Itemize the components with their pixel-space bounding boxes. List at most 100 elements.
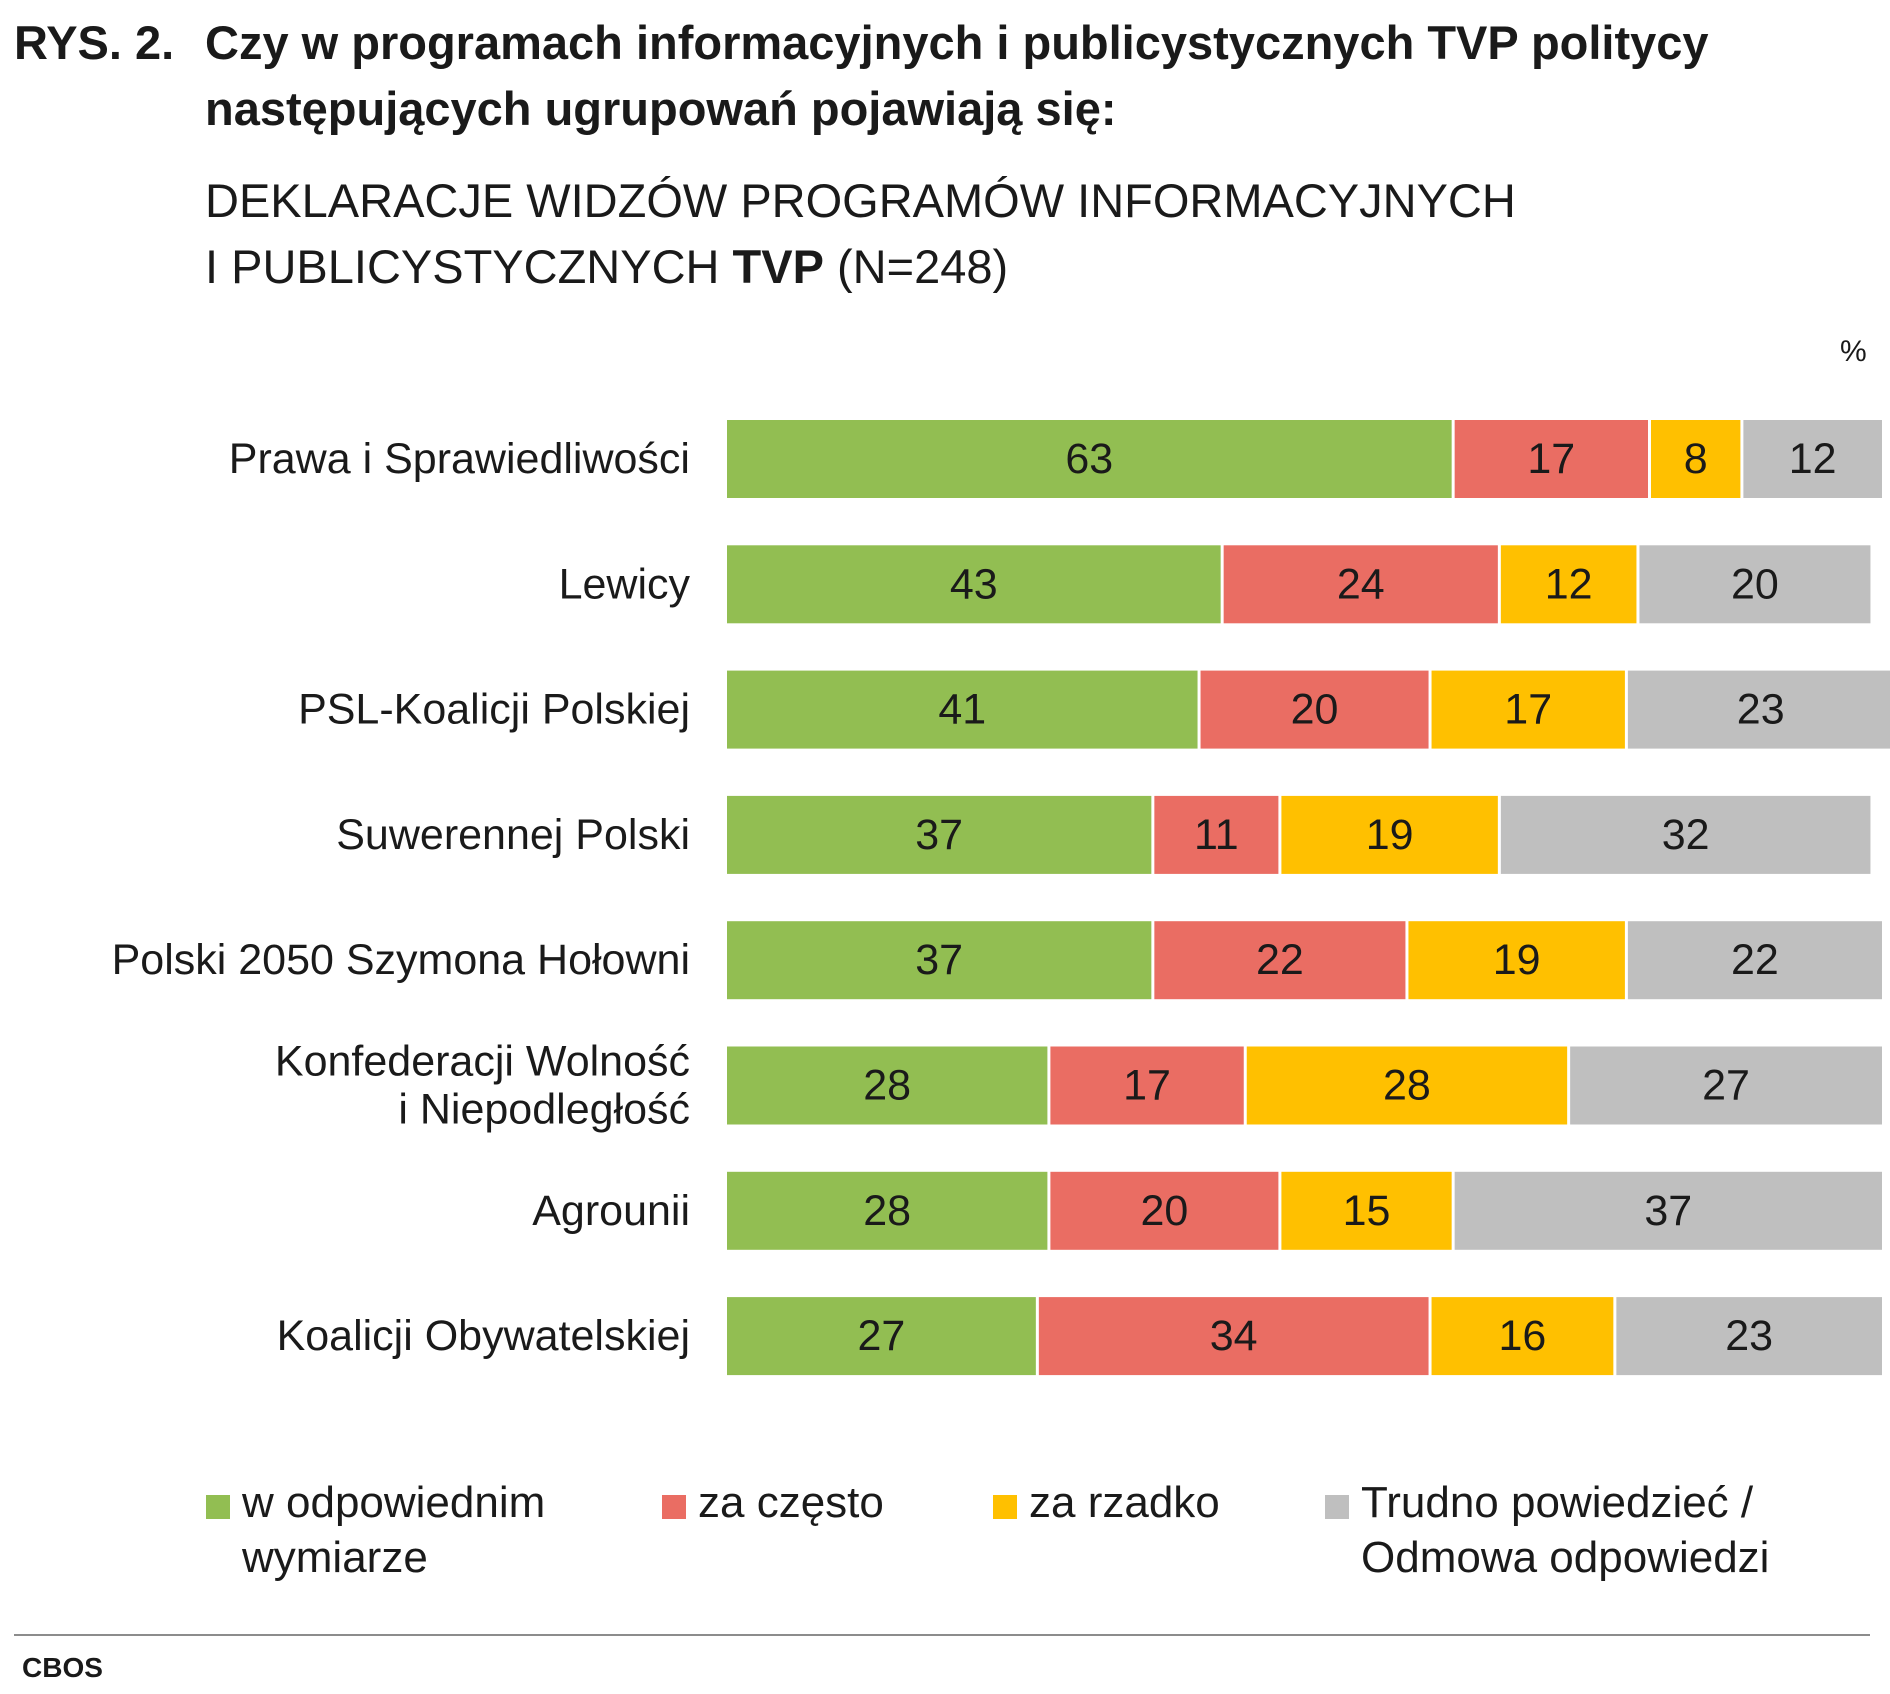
subtitle-line-2-bold: TVP [732,240,824,293]
stacked-bar-chart: Prawa i Sprawiedliwości 63 17 8 12 Lewicy 43 24… [112,420,1890,1376]
data-label: 20 [1140,1187,1188,1235]
legend-label-line: wymiarze [242,1533,428,1582]
data-label: 34 [1210,1312,1258,1360]
data-label: 23 [1725,1312,1773,1360]
data-label: 37 [915,936,963,984]
bar-segment [727,795,1152,874]
bar-segment [1454,1171,1882,1250]
legend-item: za rzadko [993,1475,1469,1530]
category-label: i Niepodległość [398,1086,690,1134]
subtitle-line-2: I PUBLICYSTYCZNYCH TVP (N=248) [205,234,1516,300]
chart-subtitle: DEKLARACJE WIDZÓW PROGRAMÓW INFORMACYJNY… [205,168,1516,300]
category-label: Agrounii [532,1187,690,1235]
source-label: CBOS [22,1652,103,1683]
data-label: 15 [1343,1187,1391,1235]
data-label: 20 [1291,686,1339,734]
data-label: 17 [1504,686,1552,734]
subtitle-line-1: DEKLARACJE WIDZÓW PROGRAMÓW INFORMACYJNY… [205,174,1516,227]
bar-segment [1408,921,1625,1000]
data-label: 22 [1256,936,1304,984]
legend-label: Trudno powiedzieć / Odmowa odpowiedzi [1361,1475,1801,1585]
data-label: 12 [1545,560,1593,608]
category-label: Koalicji Obywatelskiej [277,1312,690,1360]
legend-swatch [662,1495,686,1519]
category-label: Suwerennej Polski [336,811,690,859]
subtitle-line-2-post: (N=248) [823,240,1009,293]
legend-swatch [1325,1495,1349,1519]
bar-segment [1281,795,1498,874]
bar-segment [727,1297,1036,1376]
category-label: Lewicy [559,560,691,608]
bar-segment [1223,545,1498,624]
legend-item: w odpowiednim wymiarze [206,1475,682,1585]
legend-label-line: za rzadko [1029,1478,1220,1527]
data-label: 20 [1731,560,1779,608]
legend-label: w odpowiednim wymiarze [242,1475,682,1585]
data-label: 63 [1065,435,1113,483]
bar-segment [727,670,1198,749]
legend-label: za często [698,1475,1138,1530]
bar-segment [1627,921,1882,1000]
unit-label: % [1840,335,1867,368]
bar-segment [727,420,1452,498]
bar-segment [1200,670,1429,749]
legend-item: za często [662,1475,1138,1530]
data-label: 24 [1337,560,1385,608]
data-label: 41 [938,686,986,734]
footer-divider [14,1634,1870,1636]
bar-segment [1500,795,1871,874]
bar-segment [727,921,1152,1000]
legend-swatch [206,1495,230,1519]
bar-segment [1050,1046,1244,1125]
data-label: 11 [1194,811,1239,859]
bar-segment [1651,420,1741,498]
bar-segment [1743,420,1882,498]
bar-segment [1246,1046,1568,1125]
data-label: 28 [1383,1062,1431,1110]
bar-segment [727,1046,1048,1125]
legend-label-line: Trudno powiedzieć / [1361,1478,1754,1527]
data-label: 27 [858,1312,906,1360]
legend-item: Trudno powiedzieć / Odmowa odpowiedzi [1325,1475,1801,1585]
category-label: Konfederacji Wolność [275,1038,690,1086]
data-label: 16 [1499,1312,1547,1360]
legend-label: za rzadko [1029,1475,1469,1530]
bar-segment [1281,1171,1452,1250]
data-label: 17 [1527,435,1575,483]
bar-segment [1627,670,1890,749]
bar-segment [1454,420,1648,498]
figure-number: RYS. 2. [14,16,175,69]
bar-segment [1639,545,1871,624]
bar-segment [1038,1297,1429,1376]
bar-segment [1570,1046,1882,1125]
legend-label-line: za często [698,1478,884,1527]
category-label: Prawa i Sprawiedliwości [229,435,690,483]
bar-segment [727,1171,1048,1250]
data-label: 32 [1662,811,1710,859]
data-label: 43 [950,560,998,608]
data-label: 28 [863,1062,911,1110]
data-label: 8 [1684,435,1708,483]
data-label: 17 [1123,1062,1171,1110]
bar-segment [1431,670,1625,749]
data-label: 27 [1702,1062,1750,1110]
data-label: 12 [1789,435,1837,483]
category-label: Polski 2050 Szymona Hołowni [112,936,690,984]
data-label: 19 [1366,811,1414,859]
legend: w odpowiednim wymiarze za często za rzadko T… [0,1475,1890,1595]
bar-segment [1616,1297,1882,1376]
data-label: 22 [1731,936,1779,984]
data-label: 37 [1644,1187,1692,1235]
bar-segment [1431,1297,1614,1376]
bar-segment [727,545,1221,624]
bar-segment [1154,795,1279,874]
data-label: 19 [1493,936,1541,984]
legend-swatch [993,1495,1017,1519]
bar-segment [1500,545,1637,624]
bar-segment [1050,1171,1279,1250]
category-label: PSL-Koalicji Polskiej [298,686,690,734]
legend-label-line: Odmowa odpowiedzi [1361,1533,1770,1582]
data-label: 23 [1737,686,1785,734]
data-label: 37 [915,811,963,859]
subtitle-line-2-pre: I PUBLICYSTYCZNYCH [205,240,733,293]
